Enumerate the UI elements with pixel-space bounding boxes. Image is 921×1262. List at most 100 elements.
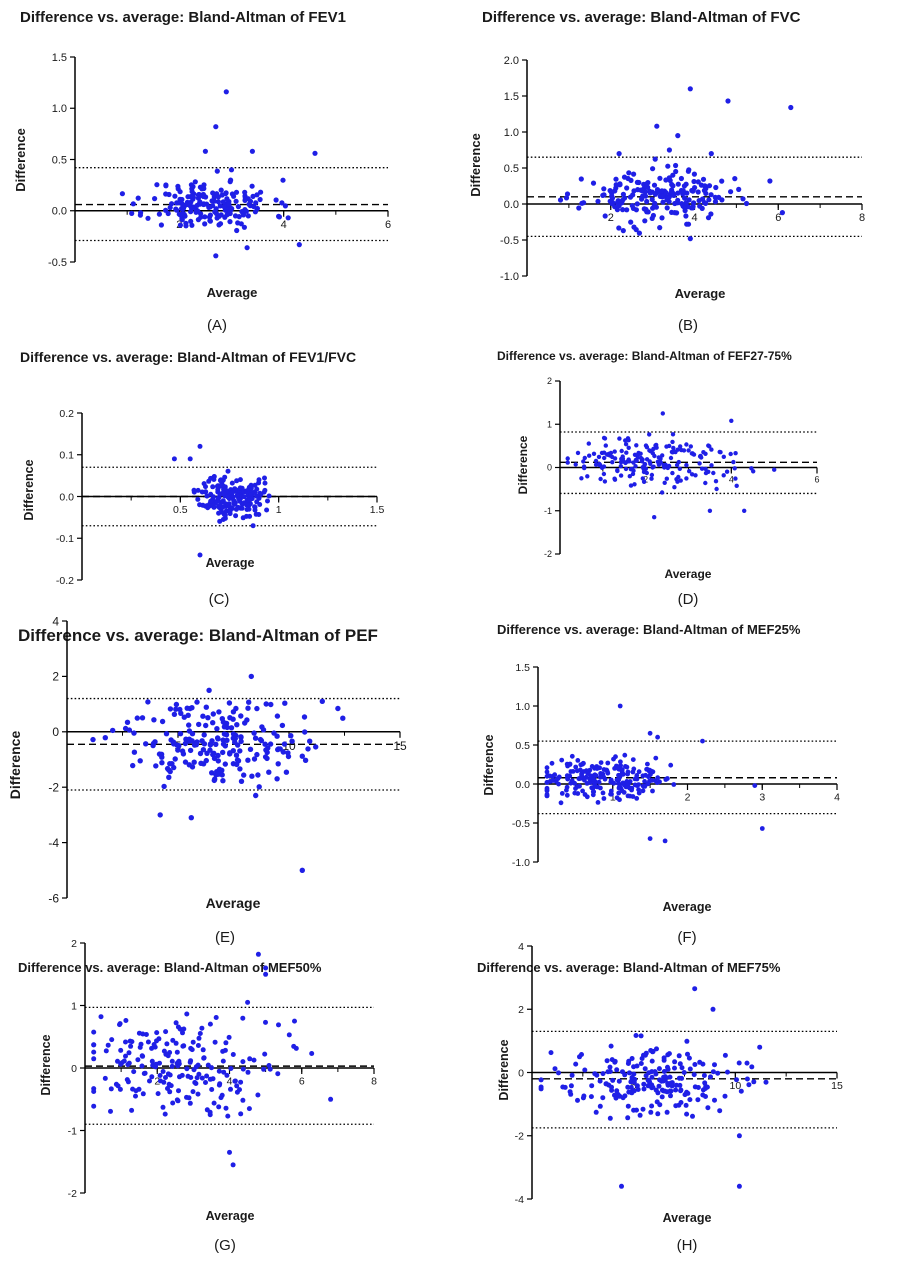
- data-point: [672, 485, 677, 490]
- data-point: [710, 1006, 716, 1012]
- data-point: [202, 148, 208, 154]
- data-point: [640, 788, 646, 794]
- data-point: [209, 1065, 214, 1071]
- data-point: [220, 1048, 226, 1054]
- data-point: [565, 456, 570, 461]
- data-point: [149, 1058, 155, 1064]
- data-point: [697, 203, 703, 209]
- data-point: [276, 214, 282, 220]
- data-point: [630, 471, 636, 477]
- data-point: [647, 730, 653, 736]
- data-point: [133, 1093, 138, 1099]
- data-point: [656, 455, 661, 460]
- data-point: [195, 496, 201, 502]
- data-point: [265, 498, 270, 504]
- data-point: [242, 195, 248, 201]
- data-point: [608, 777, 614, 783]
- data-point: [684, 442, 689, 447]
- x-tick-label: 4: [834, 792, 840, 804]
- data-point: [587, 453, 592, 458]
- data-point: [222, 515, 228, 521]
- data-point: [192, 1080, 198, 1085]
- data-point: [656, 1066, 662, 1072]
- data-point: [213, 1015, 219, 1020]
- data-point: [614, 1067, 620, 1073]
- data-point: [135, 1057, 141, 1063]
- data-point: [109, 1037, 115, 1043]
- data-point: [624, 779, 630, 784]
- data-point: [634, 796, 640, 801]
- data-point: [691, 171, 698, 177]
- data-point: [279, 722, 286, 729]
- data-point: [227, 751, 233, 757]
- data-point: [207, 212, 213, 218]
- data-point: [699, 466, 705, 471]
- y-tick-label: -2: [68, 1188, 77, 1200]
- y-tick-label: -1.0: [512, 857, 530, 869]
- data-point: [110, 727, 116, 734]
- data-point: [618, 464, 623, 469]
- data-point: [721, 454, 726, 459]
- y-tick-label: 0.5: [52, 154, 67, 166]
- data-point: [235, 504, 241, 510]
- y-tick-label: 0.0: [504, 199, 519, 211]
- data-point: [254, 493, 260, 499]
- data-point: [659, 188, 665, 194]
- data-point: [309, 1051, 315, 1056]
- y-tick-label: 0: [71, 1063, 77, 1075]
- data-point: [267, 1066, 273, 1072]
- data-point: [147, 1078, 152, 1084]
- data-point: [91, 1042, 97, 1048]
- data-point: [605, 1069, 611, 1075]
- data-point: [564, 784, 570, 790]
- data-point: [697, 454, 703, 459]
- data-point: [538, 1084, 544, 1090]
- y-tick-label: 0.1: [59, 450, 74, 462]
- data-point: [573, 462, 578, 467]
- data-point: [246, 506, 252, 512]
- data-point: [230, 748, 236, 754]
- data-point: [262, 480, 268, 486]
- data-point: [703, 470, 709, 476]
- data-point: [661, 1069, 667, 1074]
- data-point: [167, 706, 174, 712]
- data-point: [124, 719, 131, 725]
- data-point: [189, 186, 195, 192]
- data-point: [257, 196, 263, 203]
- data-point: [166, 1081, 172, 1087]
- data-point: [196, 1035, 202, 1041]
- data-point: [127, 1038, 133, 1044]
- data-point: [279, 200, 285, 206]
- data-point: [263, 1019, 268, 1025]
- data-point: [595, 800, 601, 805]
- data-point: [108, 1086, 114, 1092]
- data-point: [91, 1103, 97, 1109]
- data-point: [630, 466, 635, 472]
- data-point: [635, 187, 641, 193]
- data-point: [246, 699, 252, 705]
- data-point: [195, 1091, 201, 1097]
- data-point: [282, 700, 288, 706]
- data-point: [693, 473, 698, 478]
- data-point: [159, 760, 165, 766]
- x-tick-label: 1.5: [370, 504, 385, 516]
- data-point: [601, 471, 607, 477]
- data-point: [552, 1066, 558, 1072]
- data-point: [211, 477, 217, 482]
- data-point: [234, 722, 240, 728]
- y-tick-label: -4: [515, 1194, 524, 1206]
- data-point: [664, 444, 669, 449]
- data-point: [251, 203, 257, 210]
- x-tick-label: 2: [643, 475, 648, 485]
- data-point: [706, 183, 713, 189]
- data-point: [692, 986, 698, 992]
- y-tick-label: 2: [518, 1004, 524, 1016]
- data-point: [202, 214, 208, 220]
- data-point: [724, 469, 730, 474]
- y-tick-label: 1.5: [52, 52, 67, 64]
- data-point: [118, 1047, 124, 1053]
- data-point: [629, 1075, 635, 1080]
- data-point: [251, 1057, 257, 1063]
- data-point: [248, 485, 254, 491]
- data-point: [614, 795, 620, 801]
